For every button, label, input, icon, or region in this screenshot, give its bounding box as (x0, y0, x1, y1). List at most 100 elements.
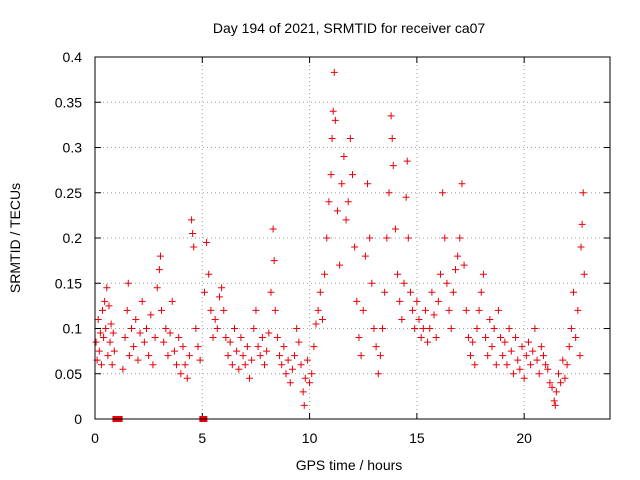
data-point (514, 356, 522, 364)
data-point (233, 347, 241, 355)
data-point (125, 352, 133, 360)
y-tick-label: 0.2 (63, 230, 83, 246)
data-point (527, 361, 535, 369)
data-point (447, 325, 455, 332)
data-point (546, 379, 554, 387)
data-point (101, 297, 109, 305)
data-point (535, 370, 543, 378)
data-point (177, 370, 185, 378)
data-point (330, 68, 338, 76)
x-tick-label: 10 (302, 430, 318, 446)
data-point (156, 252, 164, 260)
data-point (215, 293, 223, 301)
data-point (291, 352, 299, 360)
data-point (359, 306, 367, 314)
data-point (226, 338, 234, 346)
data-point (469, 338, 477, 346)
data-point (200, 288, 208, 296)
data-point (434, 297, 442, 305)
data-point (189, 229, 197, 237)
data-point (357, 352, 365, 360)
data-point (261, 361, 269, 369)
data-point (254, 343, 262, 351)
data-point (477, 288, 485, 296)
data-point (542, 361, 550, 369)
data-point (282, 370, 290, 378)
data-point (559, 356, 567, 364)
data-point (252, 306, 260, 314)
x-tick-label: 15 (409, 430, 425, 446)
y-tick-label: 0.3 (63, 140, 83, 156)
data-point (580, 270, 588, 278)
data-point (99, 306, 107, 314)
data-point (250, 325, 258, 332)
data-point (147, 311, 155, 319)
data-point (557, 379, 565, 387)
data-point (134, 356, 142, 364)
data-point (400, 279, 408, 287)
data-point (160, 338, 168, 346)
data-point (96, 329, 104, 337)
data-point (288, 365, 296, 373)
x-tick-label: 5 (198, 430, 206, 446)
data-points (92, 68, 588, 422)
data-point (372, 343, 380, 351)
data-point (351, 243, 359, 251)
data-point (293, 325, 301, 332)
data-point (488, 343, 496, 351)
data-point (579, 189, 587, 197)
data-point (501, 338, 509, 346)
data-point (164, 352, 172, 360)
data-point (119, 365, 127, 373)
data-point (183, 374, 191, 382)
data-point (497, 334, 505, 342)
data-point (124, 279, 132, 287)
data-point (299, 388, 307, 396)
data-point (398, 315, 406, 323)
data-point (364, 180, 372, 188)
data-point (482, 334, 490, 342)
data-point (432, 334, 440, 342)
data-point (162, 325, 170, 332)
data-point (209, 334, 217, 342)
data-point (325, 198, 333, 206)
data-point (321, 270, 329, 278)
data-point (248, 356, 256, 364)
x-axis-label: GPS time / hours (296, 457, 403, 473)
data-point (529, 347, 537, 355)
data-point (484, 352, 492, 360)
data-point (318, 315, 326, 323)
data-point (213, 325, 221, 332)
data-point (479, 270, 487, 278)
x-tick-label: 20 (516, 430, 532, 446)
data-point (574, 306, 582, 314)
data-point (258, 334, 266, 342)
data-point (436, 270, 444, 278)
data-point (256, 352, 264, 360)
data-point (551, 401, 559, 409)
data-point (316, 288, 324, 296)
data-point (555, 370, 562, 378)
data-point (421, 306, 429, 314)
data-point (462, 306, 470, 314)
data-point (145, 352, 153, 360)
y-tick-label: 0.1 (63, 321, 83, 337)
data-point (346, 134, 354, 142)
data-point (368, 279, 376, 287)
data-point (402, 193, 410, 201)
x-tick-label: 0 (91, 430, 99, 446)
data-point (95, 347, 103, 355)
data-point (509, 370, 517, 378)
data-point (175, 334, 183, 342)
data-point (151, 334, 159, 342)
data-point (355, 334, 363, 342)
data-point (336, 261, 344, 269)
y-tick-label: 0.05 (55, 366, 82, 382)
data-point (110, 347, 118, 355)
data-point (276, 352, 284, 360)
chart-title: Day 194 of 2021, SRMTID for receiver ca0… (213, 20, 486, 36)
data-point (548, 383, 556, 391)
data-point (107, 320, 115, 328)
data-point (237, 334, 245, 342)
